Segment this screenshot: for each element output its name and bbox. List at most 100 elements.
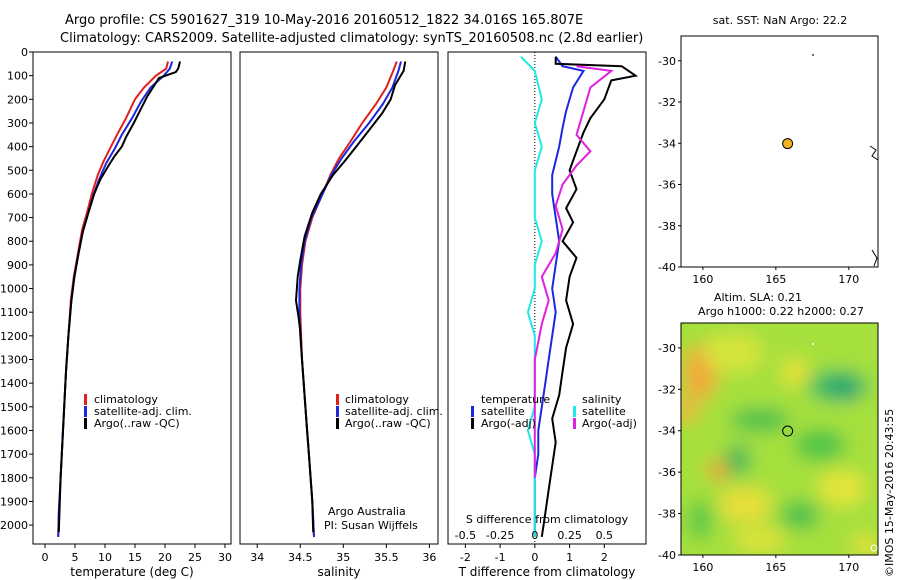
series-line-satellite-s bbox=[520, 56, 543, 537]
legend-swatch-climatology bbox=[84, 394, 87, 405]
y-tick-label: -32 bbox=[658, 96, 676, 109]
y-tick-label: 1100 bbox=[0, 306, 28, 319]
legend-swatch-satellite bbox=[336, 406, 339, 417]
x-tick-label: -2 bbox=[460, 551, 471, 564]
depth-y-ticks: 0 100 200 300 400 500 600 700 800 900 1000 1100 1200… bbox=[0, 46, 33, 532]
s-tick-label: 0 bbox=[531, 529, 538, 542]
sla-map-frame bbox=[680, 322, 879, 556]
difference-axes-frame bbox=[447, 51, 647, 545]
x-tick-label: 15 bbox=[128, 551, 142, 564]
y-tick-label: 1000 bbox=[0, 283, 28, 296]
x-tick-label: 170 bbox=[838, 561, 859, 574]
coastline bbox=[870, 544, 878, 552]
x-tick-label: 25 bbox=[188, 551, 202, 564]
y-tick-label: 200 bbox=[7, 93, 28, 106]
series-line-argo-raw-qc- bbox=[57, 61, 181, 533]
y-tick-label: 800 bbox=[7, 235, 28, 248]
temperature-axes-frame bbox=[32, 51, 232, 545]
legend-title-salinity: salinity bbox=[582, 393, 622, 406]
sst-map-panel: sat. SST: NaN Argo: 22.2 160 165 170 -30 -32… bbox=[658, 14, 879, 286]
y-tick-label: 600 bbox=[7, 188, 28, 201]
y-tick-label: 1200 bbox=[0, 330, 28, 343]
legend-label-argo: Argo(..raw -QC) bbox=[345, 417, 431, 430]
temperature-x-ticks: 0 5 10 15 20 25 30 bbox=[42, 544, 232, 564]
legend-label-argo-s: Argo(-adj) bbox=[582, 417, 637, 430]
y-tick-label: 500 bbox=[7, 164, 28, 177]
legend-swatch-satellite-s bbox=[573, 406, 576, 417]
difference-panel: -2 -1 0 1 2 -0.5 -0.25 0 0.25 0.5 S difference fr… bbox=[447, 51, 647, 579]
salinity-legend: climatology satellite-adj. clim. Argo(..… bbox=[336, 393, 443, 430]
y-tick-label: -36 bbox=[658, 179, 676, 192]
x-tick-label: 30 bbox=[218, 551, 232, 564]
series-line-satellite-adj-clim- bbox=[298, 61, 402, 537]
difference-legend-salinity: salinity satellite Argo(-adj) bbox=[573, 393, 637, 430]
y-tick-label: 2000 bbox=[0, 519, 28, 532]
salinity-series bbox=[294, 61, 407, 537]
argo-location-marker bbox=[782, 138, 794, 150]
x-tick-label: 165 bbox=[765, 273, 786, 286]
coastline bbox=[869, 145, 879, 161]
temperature-series bbox=[57, 61, 181, 537]
s-difference-label: S difference from climatology bbox=[466, 513, 629, 526]
difference-legend-temperature: temperature satellite Argo(-adj) bbox=[471, 393, 550, 430]
x-tick-label: 160 bbox=[692, 561, 713, 574]
sla-map-title-1: Altim. SLA: 0.21 bbox=[714, 291, 802, 304]
argo-location-marker bbox=[782, 425, 794, 437]
series-line-satellite-t bbox=[533, 56, 586, 537]
t-difference-label: T difference from climatology bbox=[458, 565, 636, 579]
legend-swatch-satellite-t bbox=[471, 406, 474, 417]
y-tick-label: -30 bbox=[658, 55, 676, 68]
legend-label-satellite-t: satellite bbox=[481, 405, 525, 418]
y-tick-label: -32 bbox=[658, 383, 676, 396]
y-tick-label: 700 bbox=[7, 212, 28, 225]
sst-map-ticks: 160 165 170 -30 -32 -34 -36 -38 -40 bbox=[658, 55, 859, 286]
x-tick-label: 160 bbox=[692, 273, 713, 286]
series-line-argo-t bbox=[540, 56, 639, 538]
x-tick-label: 0 bbox=[42, 551, 49, 564]
series-line-argo-raw-qc- bbox=[294, 61, 407, 533]
y-tick-label: -36 bbox=[658, 466, 676, 479]
legend-label-argo-t: Argo(-adj) bbox=[481, 417, 536, 430]
x-tick-label: 35.5 bbox=[374, 551, 399, 564]
y-tick-label: -38 bbox=[658, 220, 676, 233]
x-tick-label: 0 bbox=[531, 551, 538, 564]
legend-swatch-satellite bbox=[84, 406, 87, 417]
sla-map-points bbox=[782, 425, 794, 437]
series-line-argo-s bbox=[533, 65, 614, 478]
x-tick-label: 1 bbox=[566, 551, 573, 564]
temperature-panel: 0 5 10 15 20 25 30 0 100 200 300 400 500 600 700 800 90… bbox=[0, 46, 232, 579]
x-tick-label: 34 bbox=[250, 551, 264, 564]
series-line-climatology bbox=[299, 61, 398, 537]
y-tick-label: 1300 bbox=[0, 354, 28, 367]
x-tick-label: -1 bbox=[495, 551, 506, 564]
island-dot bbox=[812, 343, 814, 345]
header-line-1: Argo profile: CS 5901627_319 10-May-2016… bbox=[65, 13, 583, 28]
legend-label-satellite: satellite-adj. clim. bbox=[345, 405, 443, 418]
legend-title-temperature: temperature bbox=[481, 393, 550, 406]
y-tick-label: 1900 bbox=[0, 495, 28, 508]
y-tick-label: -30 bbox=[658, 342, 676, 355]
sst-map-title: sat. SST: NaN Argo: 22.2 bbox=[713, 14, 847, 27]
y-tick-label: 1600 bbox=[0, 424, 28, 437]
legend-swatch-argo bbox=[336, 418, 339, 429]
temperature-legend: climatology satellite-adj. clim. Argo(..… bbox=[84, 393, 192, 430]
legend-label-satellite-s: satellite bbox=[582, 405, 626, 418]
y-tick-label: -40 bbox=[658, 261, 676, 274]
s-tick-label: -0.25 bbox=[486, 529, 514, 542]
legend-swatch-argo bbox=[84, 418, 87, 429]
y-tick-label: 1500 bbox=[0, 401, 28, 414]
s-tick-label: -0.5 bbox=[455, 529, 476, 542]
header-line-2: Climatology: CARS2009. Satellite-adjuste… bbox=[60, 31, 643, 46]
series-line-climatology bbox=[57, 61, 169, 537]
s-tick-label: 0.5 bbox=[596, 529, 614, 542]
temperature-x-label: temperature (deg C) bbox=[70, 565, 193, 579]
legend-label-climatology: climatology bbox=[94, 393, 158, 406]
difference-series bbox=[520, 56, 639, 538]
sla-map-title-2: Argo h1000: 0.22 h2000: 0.27 bbox=[698, 305, 864, 318]
island-dot bbox=[812, 54, 814, 56]
salinity-x-ticks: 34 34.5 35 35.5 36 bbox=[250, 544, 436, 564]
salinity-axes-frame bbox=[239, 51, 439, 545]
sst-map-points bbox=[782, 138, 794, 150]
x-tick-label: 34.5 bbox=[288, 551, 313, 564]
series-line-satellite-adj-clim- bbox=[57, 61, 174, 537]
